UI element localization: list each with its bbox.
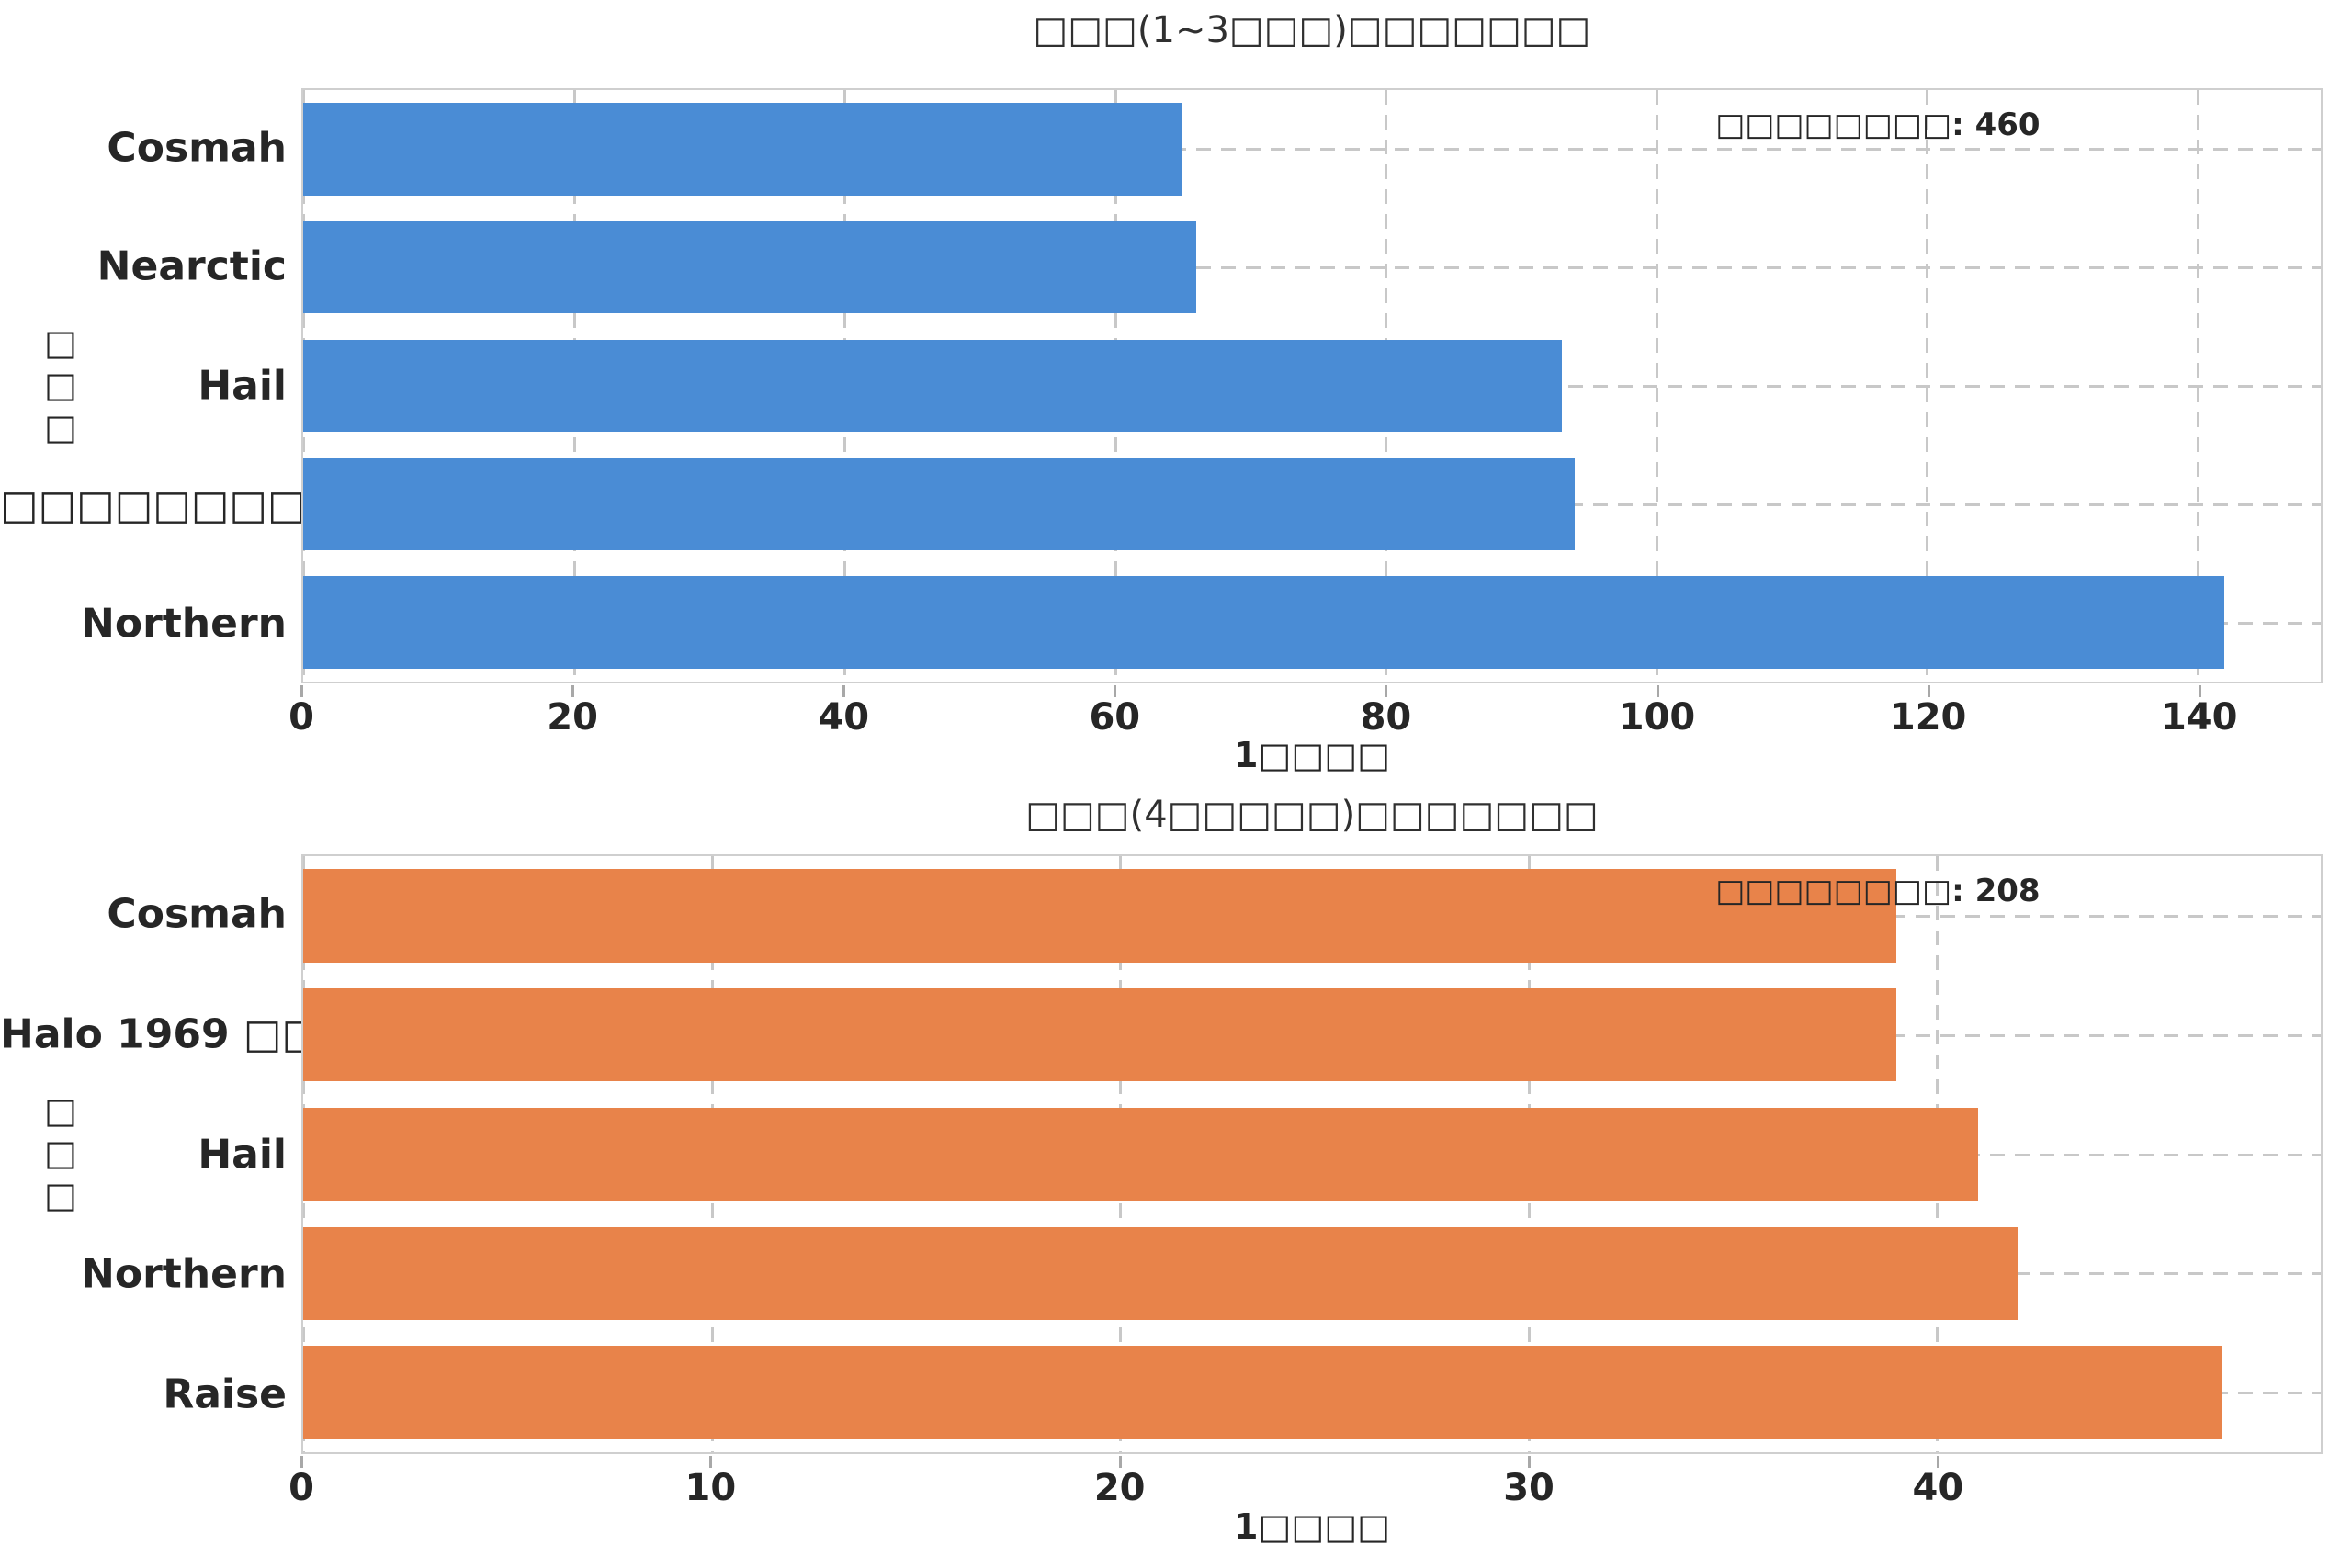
x-tick-mark (1118, 1456, 1122, 1468)
chart-title: □□□(1~3□□□)□□□□□□□ (1033, 9, 1591, 51)
category-label: Cosmah (107, 890, 287, 938)
chart-title: □□□(4□□□□□)□□□□□□□ (1025, 794, 1599, 836)
x-tick-mark (1656, 685, 1659, 697)
bar-Northern (303, 1226, 2019, 1320)
x-tick-mark (1528, 1456, 1532, 1468)
category-label: Halo 1969 □□□ (0, 1010, 358, 1058)
y-gridline (303, 266, 2321, 270)
x-axis-label: 1□□□□ (1233, 1506, 1391, 1547)
category-label: □□□□□□□□□ (0, 481, 345, 529)
x-tick-label: 40 (818, 696, 870, 739)
x-tick-label: 20 (547, 696, 598, 739)
x-tick-mark (842, 685, 846, 697)
category-labels: Cosmah Halo 1969 □□□ Hail Northern Raise (0, 854, 358, 1454)
total-annotation: □□□□□□□□: 208 (1715, 873, 2041, 909)
x-tick-mark (1385, 685, 1388, 697)
x-tick-mark (1114, 685, 1117, 697)
x-tick-label: 30 (1503, 1467, 1555, 1509)
category-labels: Cosmah Nearctic Hail □□□□□□□□□ Northern (0, 88, 345, 683)
bar-□□□□□□□□□ (303, 457, 1576, 551)
x-tick-mark (571, 685, 575, 697)
bar-Halo-1969-□□□ (303, 988, 1896, 1082)
bar-plot-area: □□□□□□□□: 208 (301, 854, 2323, 1454)
y-axis-label: □□□ (40, 322, 81, 449)
category-label: Cosmah (107, 124, 287, 172)
bar-Raise (303, 1346, 2223, 1439)
y-axis-label: □□□ (40, 1090, 81, 1217)
bar-Northern (303, 576, 2225, 669)
bar-Nearctic (303, 220, 1197, 314)
x-tick-label: 80 (1360, 696, 1412, 739)
x-axis: 0 20 40 60 80 100 120 140 (288, 685, 2323, 740)
x-tick-mark (1927, 685, 1930, 697)
category-label: Hail (198, 1131, 287, 1178)
category-label: Northern (81, 1250, 287, 1298)
x-tick-label: 20 (1093, 1467, 1146, 1509)
x-axis: 0 10 20 30 40 (288, 1456, 2323, 1511)
x-tick-label: 0 (288, 1467, 314, 1509)
bar-Hail (303, 339, 1562, 433)
x-tick-mark (300, 1456, 303, 1468)
x-tick-label: 10 (684, 1467, 737, 1509)
x-tick-label: 100 (1618, 696, 1696, 739)
category-label: Nearctic (96, 243, 287, 290)
x-tick-mark (300, 685, 303, 697)
category-label: Raise (163, 1371, 287, 1418)
x-axis-label: 1□□□□ (1233, 735, 1391, 775)
category-label: Hail (198, 362, 287, 410)
x-tick-label: 0 (288, 696, 314, 739)
x-tick-label: 120 (1889, 696, 1967, 739)
category-label: Northern (81, 600, 287, 648)
bar-plot-area: □□□□□□□□: 460 (301, 88, 2323, 683)
x-tick-label: 140 (2160, 696, 2238, 739)
x-tick-mark (709, 1456, 713, 1468)
total-annotation: □□□□□□□□: 460 (1715, 107, 2041, 143)
x-tick-label: 40 (1912, 1467, 1964, 1509)
bar-Cosmah (303, 869, 1896, 963)
y-gridline (303, 148, 2321, 152)
bar-Hail (303, 1107, 1978, 1201)
x-tick-mark (2198, 685, 2201, 697)
x-tick-label: 60 (1089, 696, 1141, 739)
bar-Cosmah (303, 103, 1183, 196)
x-tick-mark (1937, 1456, 1940, 1468)
